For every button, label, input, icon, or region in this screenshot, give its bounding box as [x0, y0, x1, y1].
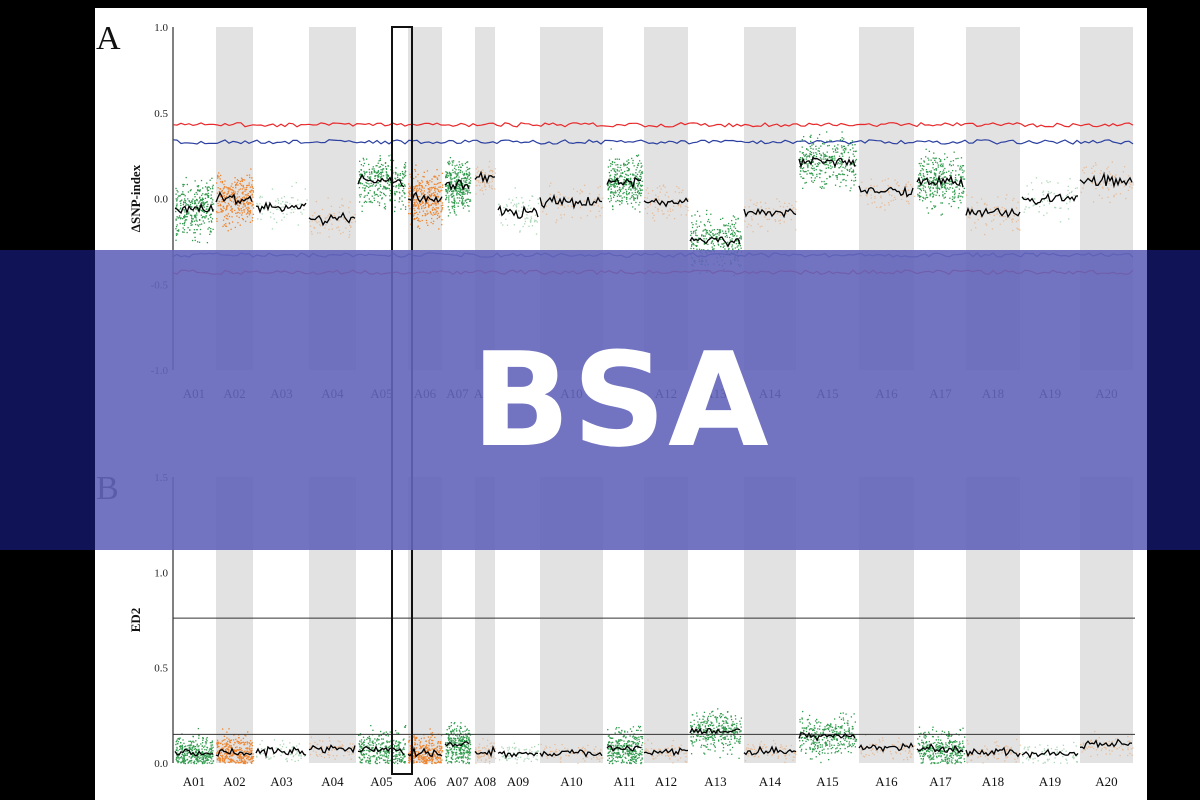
trend-line-a07: [444, 179, 470, 191]
trend-line-a10: [539, 748, 603, 758]
points-a17: [917, 148, 966, 216]
trend-line-a19: [1021, 192, 1079, 206]
points-a02: [216, 168, 255, 232]
chrom-label-a13: A13: [704, 774, 726, 789]
trend-line-a16: [858, 742, 914, 753]
trend-line-a08: [474, 170, 496, 184]
points-a11: [607, 725, 644, 765]
chrom-label-a03: A03: [270, 774, 292, 789]
y-tick-label: 1.0: [154, 22, 168, 34]
threshold-line-blue: [172, 139, 1134, 145]
chrom-label-a09: A09: [507, 774, 529, 789]
chrom-label-a17: A17: [929, 774, 952, 789]
chrom-label-a10: A10: [560, 774, 582, 789]
points-a05: [358, 724, 407, 765]
y-axis-label: ΔSNP-index: [128, 164, 143, 232]
chrom-label-a15: A15: [816, 774, 838, 789]
trend-line-a05: [357, 745, 405, 756]
trend-line-a06: [407, 191, 443, 204]
trend-line-a13: [689, 236, 741, 248]
trend-line-a08: [474, 745, 496, 758]
trend-line-a02: [215, 747, 253, 757]
chrom-label-a12: A12: [655, 774, 677, 789]
trend-line-a19: [1021, 748, 1079, 759]
trend-line-a06: [407, 746, 443, 758]
chrom-label-a02: A02: [223, 774, 245, 789]
points-a06: [408, 164, 444, 230]
chrom-label-a18: A18: [982, 774, 1004, 789]
trend-line-a14: [743, 207, 797, 219]
trend-line-a04: [308, 744, 356, 754]
chrom-label-a04: A04: [321, 774, 344, 789]
trend-line-a01: [174, 202, 214, 215]
trend-line-a17: [916, 174, 964, 188]
trend-line-a11: [606, 176, 642, 190]
chrom-label-a11: A11: [614, 774, 636, 789]
trend-line-a03: [255, 745, 307, 759]
trend-line-a09: [497, 204, 539, 219]
panel-label: A: [96, 20, 121, 57]
trend-line-a03: [255, 201, 307, 214]
trend-line-a02: [215, 191, 253, 206]
points-a09: [498, 742, 540, 764]
trend-line-a04: [308, 211, 356, 227]
y-tick-label: 0.0: [154, 758, 168, 770]
y-tick-label: 0.5: [154, 108, 168, 120]
y-tick-label: 0.0: [154, 194, 168, 206]
points-a11: [607, 148, 644, 213]
trend-line-a18: [965, 746, 1021, 758]
chrom-label-a16: A16: [875, 774, 898, 789]
chrom-label-a14: A14: [759, 774, 782, 789]
threshold-line-red: [172, 121, 1134, 128]
trend-line-a11: [606, 744, 642, 752]
chrom-label-a06: A06: [414, 774, 437, 789]
chrom-label-a08: A08: [474, 774, 496, 789]
trend-line-a10: [539, 193, 603, 210]
trend-line-a16: [858, 185, 914, 198]
chrom-label-a19: A19: [1039, 774, 1061, 789]
trend-line-a15: [798, 156, 856, 169]
points-a01: [175, 176, 215, 244]
trend-line-a09: [497, 750, 539, 759]
points-a14: [744, 739, 797, 764]
y-tick-label: 0.5: [154, 663, 168, 675]
trend-line-a17: [916, 743, 964, 754]
chrom-label-a01: A01: [183, 774, 205, 789]
trend-line-a12: [643, 747, 689, 757]
points-a09: [498, 187, 540, 235]
points-a03: [256, 182, 308, 230]
y-tick-label: 1.0: [154, 567, 168, 579]
banner-title: BSA: [471, 324, 771, 476]
points-a16: [860, 734, 916, 761]
trend-line-a20: [1079, 171, 1133, 189]
points-a17: [917, 726, 966, 765]
trend-line-a01: [174, 748, 214, 757]
y-axis-label: ED2: [128, 608, 143, 633]
trend-line-a15: [798, 731, 856, 742]
trend-line-a18: [965, 206, 1021, 219]
trend-line-a12: [643, 197, 689, 208]
chrom-label-a20: A20: [1095, 774, 1117, 789]
points-a15: [799, 131, 857, 192]
chrom-label-a05: A05: [370, 774, 392, 789]
trend-line-a13: [689, 727, 741, 735]
chrom-label-a07: A07: [446, 774, 469, 789]
trend-line-a20: [1079, 738, 1133, 750]
trend-line-a05: [357, 173, 405, 188]
trend-line-a14: [743, 745, 797, 756]
trend-line-a07: [444, 741, 470, 748]
